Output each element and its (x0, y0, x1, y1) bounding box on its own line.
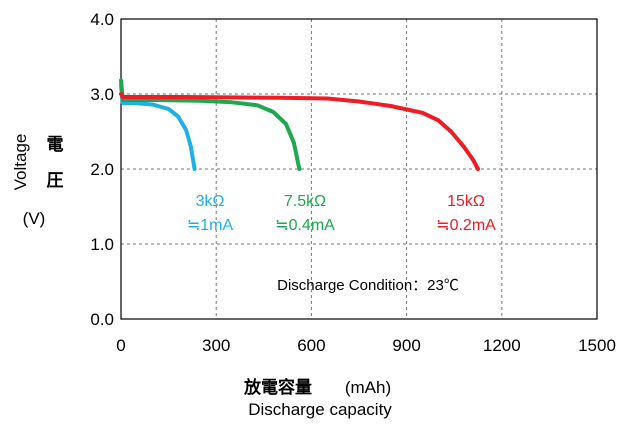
series-15k-label: 15kΩ (447, 193, 485, 210)
x-tick-label: 1500 (578, 336, 616, 355)
grid-lines (121, 19, 597, 319)
y-axis-label-en: Voltage (11, 134, 30, 191)
plot-area (120, 18, 598, 320)
series-line-1 (119, 78, 302, 171)
x-axis-label-jp: 放電容量 (243, 377, 312, 398)
y-axis-label-jp-1: 電 (47, 135, 64, 155)
x-tick-label: 600 (297, 336, 325, 355)
x-axis-label-en: Discharge capacity (248, 400, 392, 419)
y-axis-unit: (V) (23, 209, 46, 228)
tick-labels: 0 300 600 900 1200 1500 0.0 1.0 2.0 3.0 4.0 (90, 10, 616, 355)
x-tick-label: 1200 (483, 336, 521, 355)
series-3k-label: 3kΩ (196, 193, 225, 210)
series-15k-current: ≒0.2mA (436, 217, 496, 234)
series-7.5k-label: 7.5kΩ (284, 193, 326, 210)
x-tick-label: 0 (116, 336, 125, 355)
series-7.5k-current: ≒0.4mA (275, 217, 335, 234)
series-line-2 (119, 92, 480, 171)
series-3k-current: ≒1mA (187, 217, 234, 234)
x-tick-label: 300 (202, 336, 230, 355)
y-tick-label: 0.0 (90, 310, 114, 329)
y-axis-label-jp-2: 圧 (47, 171, 64, 191)
series-line-0 (119, 83, 197, 171)
x-tick-label: 900 (392, 336, 420, 355)
series-layer (119, 78, 480, 171)
y-tick-label: 2.0 (90, 160, 114, 179)
y-tick-label: 1.0 (90, 235, 114, 254)
y-tick-label: 4.0 (90, 10, 114, 29)
discharge-condition-note: Discharge Condition：23℃ (277, 277, 459, 294)
y-tick-label: 3.0 (90, 85, 114, 104)
x-axis-unit: (mAh) (345, 378, 391, 397)
